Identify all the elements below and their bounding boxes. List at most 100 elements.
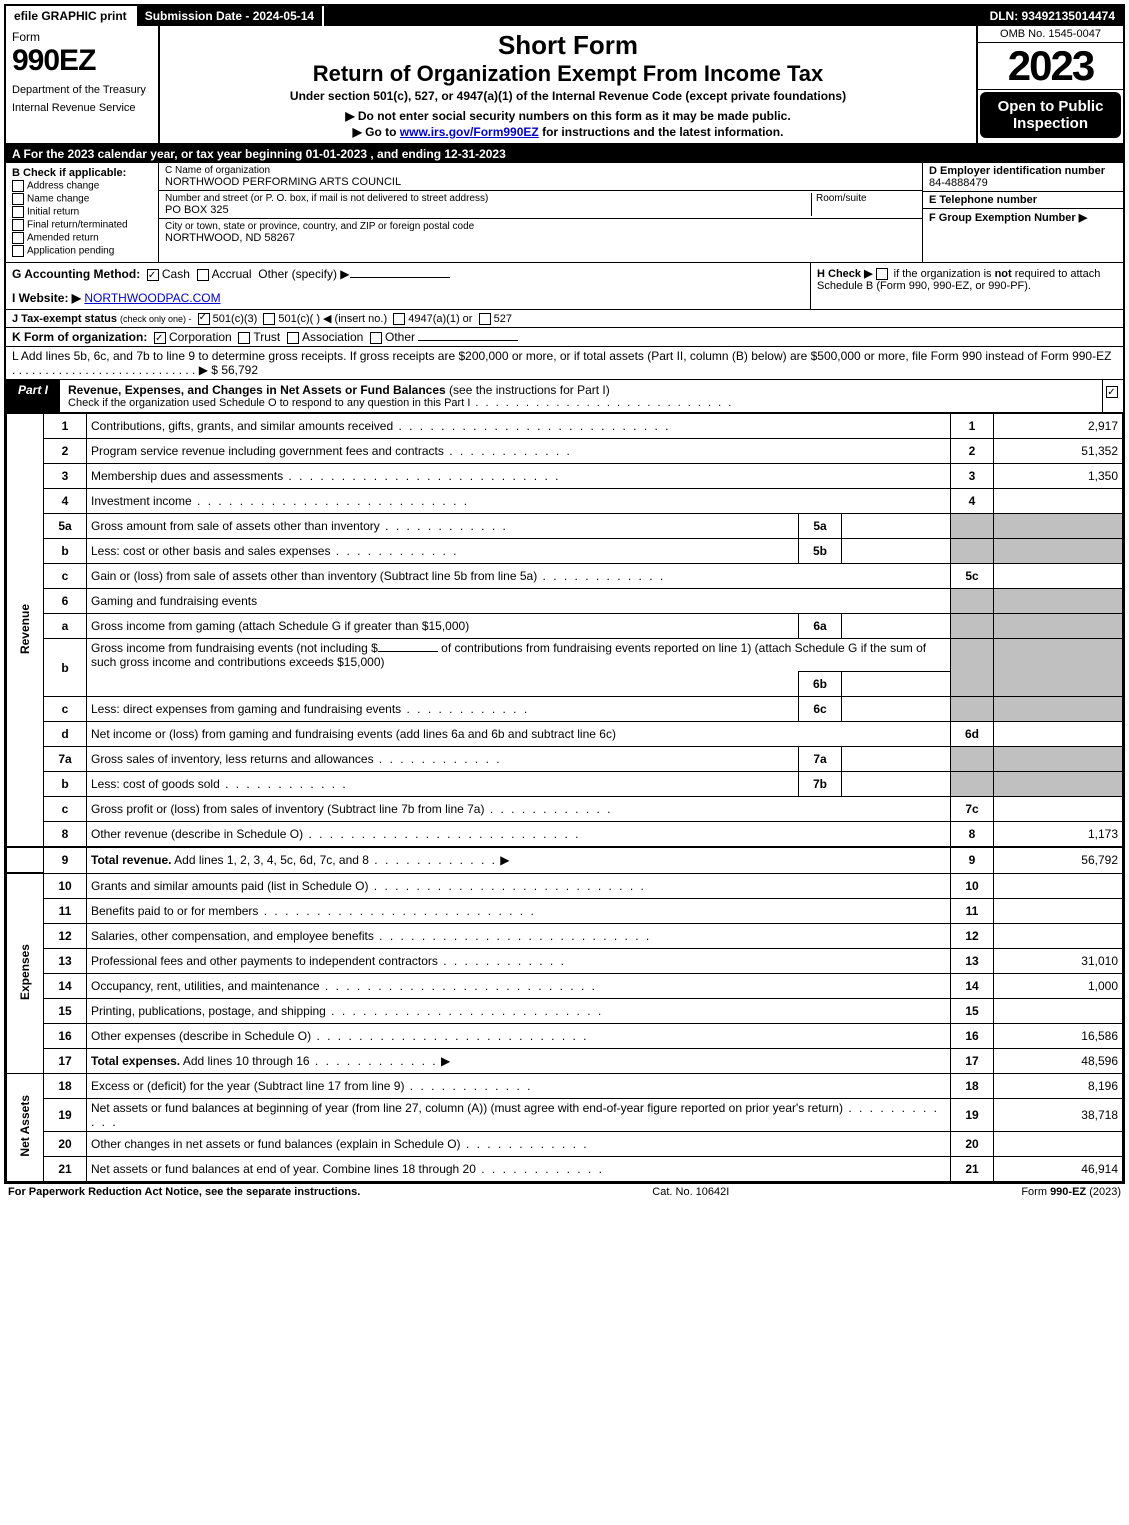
row-a-calendar: A For the 2023 calendar year, or tax yea… <box>6 145 1123 163</box>
table-row: 9 Total revenue. Add lines 1, 2, 3, 4, 5… <box>7 847 1123 873</box>
opt-address-change[interactable]: Address change <box>12 180 152 192</box>
opt-name-change[interactable]: Name change <box>12 193 152 205</box>
table-row: 11 Benefits paid to or for members 11 <box>7 898 1123 923</box>
omb-number: OMB No. 1545-0047 <box>978 26 1123 43</box>
table-row: 2 Program service revenue including gove… <box>7 439 1123 464</box>
street-value: PO BOX 325 <box>165 204 811 216</box>
accounting-method: G Accounting Method: Cash Accrual Other … <box>12 267 804 281</box>
table-row: 7a Gross sales of inventory, less return… <box>7 747 1123 772</box>
opt-final-return[interactable]: Final return/terminated <box>12 219 152 231</box>
k-label: K Form of organization: <box>12 330 147 344</box>
h-schedule-b: H Check ▶ if the organization is not req… <box>810 263 1123 309</box>
line-rn: 1 <box>951 414 994 439</box>
top-bar: efile GRAPHIC print Submission Date - 20… <box>6 6 1123 26</box>
j-sub: (check only one) - <box>120 314 192 324</box>
e-label: E Telephone number <box>929 194 1037 206</box>
table-row: a Gross income from gaming (attach Sched… <box>7 614 1123 639</box>
revenue-rotated-label: Revenue <box>7 414 44 848</box>
k-trust-checkbox[interactable] <box>238 332 250 344</box>
gh-section: G Accounting Method: Cash Accrual Other … <box>6 263 1123 310</box>
d-label: D Employer identification number <box>929 165 1105 177</box>
form-header: Form 990EZ Department of the Treasury In… <box>6 26 1123 145</box>
h-checkbox[interactable] <box>876 268 888 280</box>
i-label: I Website: ▶ <box>12 291 81 305</box>
j-527-checkbox[interactable] <box>479 313 491 325</box>
c-label: C Name of organization <box>165 165 916 176</box>
line-num: 1 <box>44 414 87 439</box>
table-row: b Gross income from fundraising events (… <box>7 639 1123 672</box>
room-label: Room/suite <box>816 193 916 204</box>
goto-instructions: ▶ Go to www.irs.gov/Form990EZ for instru… <box>166 125 970 139</box>
fundraising-amount-input[interactable] <box>378 651 438 652</box>
irs-label: Internal Revenue Service <box>12 102 152 114</box>
opt-application-pending[interactable]: Application pending <box>12 245 152 257</box>
section-b: B Check if applicable: Address change Na… <box>6 163 1123 263</box>
header-left: Form 990EZ Department of the Treasury In… <box>6 26 160 143</box>
org-name-row: C Name of organization NORTHWOOD PERFORM… <box>159 163 922 191</box>
l-amount: 56,792 <box>221 363 258 377</box>
ssn-warning: ▶ Do not enter social security numbers o… <box>166 109 970 123</box>
check-if-applicable: B Check if applicable: Address change Na… <box>6 163 159 262</box>
table-row: 13 Professional fees and other payments … <box>7 948 1123 973</box>
footer-left: For Paperwork Reduction Act Notice, see … <box>8 1186 360 1198</box>
k-other-input[interactable] <box>418 340 518 341</box>
org-name: NORTHWOOD PERFORMING ARTS COUNCIL <box>165 176 916 188</box>
k-corp-checkbox[interactable] <box>154 332 166 344</box>
part1-schedule-o-checkbox[interactable] <box>1106 386 1118 398</box>
other-specify-input[interactable] <box>350 277 450 278</box>
dln-label: DLN: 93492135014474 <box>982 6 1123 26</box>
table-row: Expenses 10 Grants and similar amounts p… <box>7 873 1123 898</box>
line-desc: Contributions, gifts, grants, and simila… <box>87 414 951 439</box>
city-value: NORTHWOOD, ND 58267 <box>165 232 916 244</box>
k-row: K Form of organization: Corporation Trus… <box>6 328 1123 347</box>
j-501c3-checkbox[interactable] <box>198 313 210 325</box>
table-row: 14 Occupancy, rent, utilities, and maint… <box>7 973 1123 998</box>
table-row: c Gross profit or (loss) from sales of i… <box>7 797 1123 822</box>
line-val: 2,917 <box>994 414 1123 439</box>
h-text1: if the organization is <box>894 268 995 280</box>
form-number: 990EZ <box>12 44 152 78</box>
accrual-checkbox[interactable] <box>197 269 209 281</box>
table-row: b Less: cost or other basis and sales ex… <box>7 539 1123 564</box>
table-row: 4 Investment income 4 <box>7 489 1123 514</box>
topbar-spacer <box>324 6 981 26</box>
goto-post: for instructions and the latest informat… <box>539 125 784 139</box>
part1-title: Revenue, Expenses, and Changes in Net As… <box>60 380 1102 412</box>
table-row: c Less: direct expenses from gaming and … <box>7 697 1123 722</box>
opt-amended-return[interactable]: Amended return <box>12 232 152 244</box>
table-row: 5a Gross amount from sale of assets othe… <box>7 514 1123 539</box>
j-501c-checkbox[interactable] <box>263 313 275 325</box>
form-container: efile GRAPHIC print Submission Date - 20… <box>4 4 1125 1184</box>
h-not: not <box>995 268 1012 280</box>
k-other-checkbox[interactable] <box>370 332 382 344</box>
group-exemption-row: F Group Exemption Number ▶ <box>923 209 1123 226</box>
table-row: 21 Net assets or fund balances at end of… <box>7 1156 1123 1181</box>
opt-initial-return[interactable]: Initial return <box>12 206 152 218</box>
k-assoc-checkbox[interactable] <box>287 332 299 344</box>
cash-checkbox[interactable] <box>147 269 159 281</box>
j-row: J Tax-exempt status (check only one) - 5… <box>6 310 1123 328</box>
b-title: B Check if applicable: <box>12 167 152 179</box>
website-row: I Website: ▶ NORTHWOODPAC.COM <box>12 291 804 305</box>
header-right: OMB No. 1545-0047 2023 Open to Public In… <box>978 26 1123 143</box>
goto-pre: ▶ Go to <box>353 125 400 139</box>
table-row: Net Assets 18 Excess or (deficit) for th… <box>7 1073 1123 1098</box>
table-row: 19 Net assets or fund balances at beginn… <box>7 1098 1123 1131</box>
table-row: 17 Total expenses. Add lines 10 through … <box>7 1048 1123 1073</box>
ein-value: 84-4888479 <box>929 177 988 189</box>
g-label: G Accounting Method: <box>12 267 140 281</box>
l-dots: . . . . . . . . . . . . . . . . . . . . … <box>12 363 195 377</box>
street-label: Number and street (or P. O. box, if mail… <box>165 193 811 204</box>
open-to-public: Open to Public Inspection <box>980 92 1121 138</box>
goto-link[interactable]: www.irs.gov/Form990EZ <box>400 125 539 139</box>
h-label: H Check ▶ <box>817 268 873 280</box>
efile-label: efile GRAPHIC print <box>6 6 137 26</box>
phone-row: E Telephone number <box>923 192 1123 209</box>
part1-sub: Check if the organization used Schedule … <box>68 397 1094 409</box>
table-row: 8 Other revenue (describe in Schedule O)… <box>7 822 1123 848</box>
website-link[interactable]: NORTHWOODPAC.COM <box>84 291 220 305</box>
org-info: C Name of organization NORTHWOOD PERFORM… <box>159 163 922 262</box>
footer-center: Cat. No. 10642I <box>652 1186 729 1198</box>
j-4947-checkbox[interactable] <box>393 313 405 325</box>
table-row: d Net income or (loss) from gaming and f… <box>7 722 1123 747</box>
